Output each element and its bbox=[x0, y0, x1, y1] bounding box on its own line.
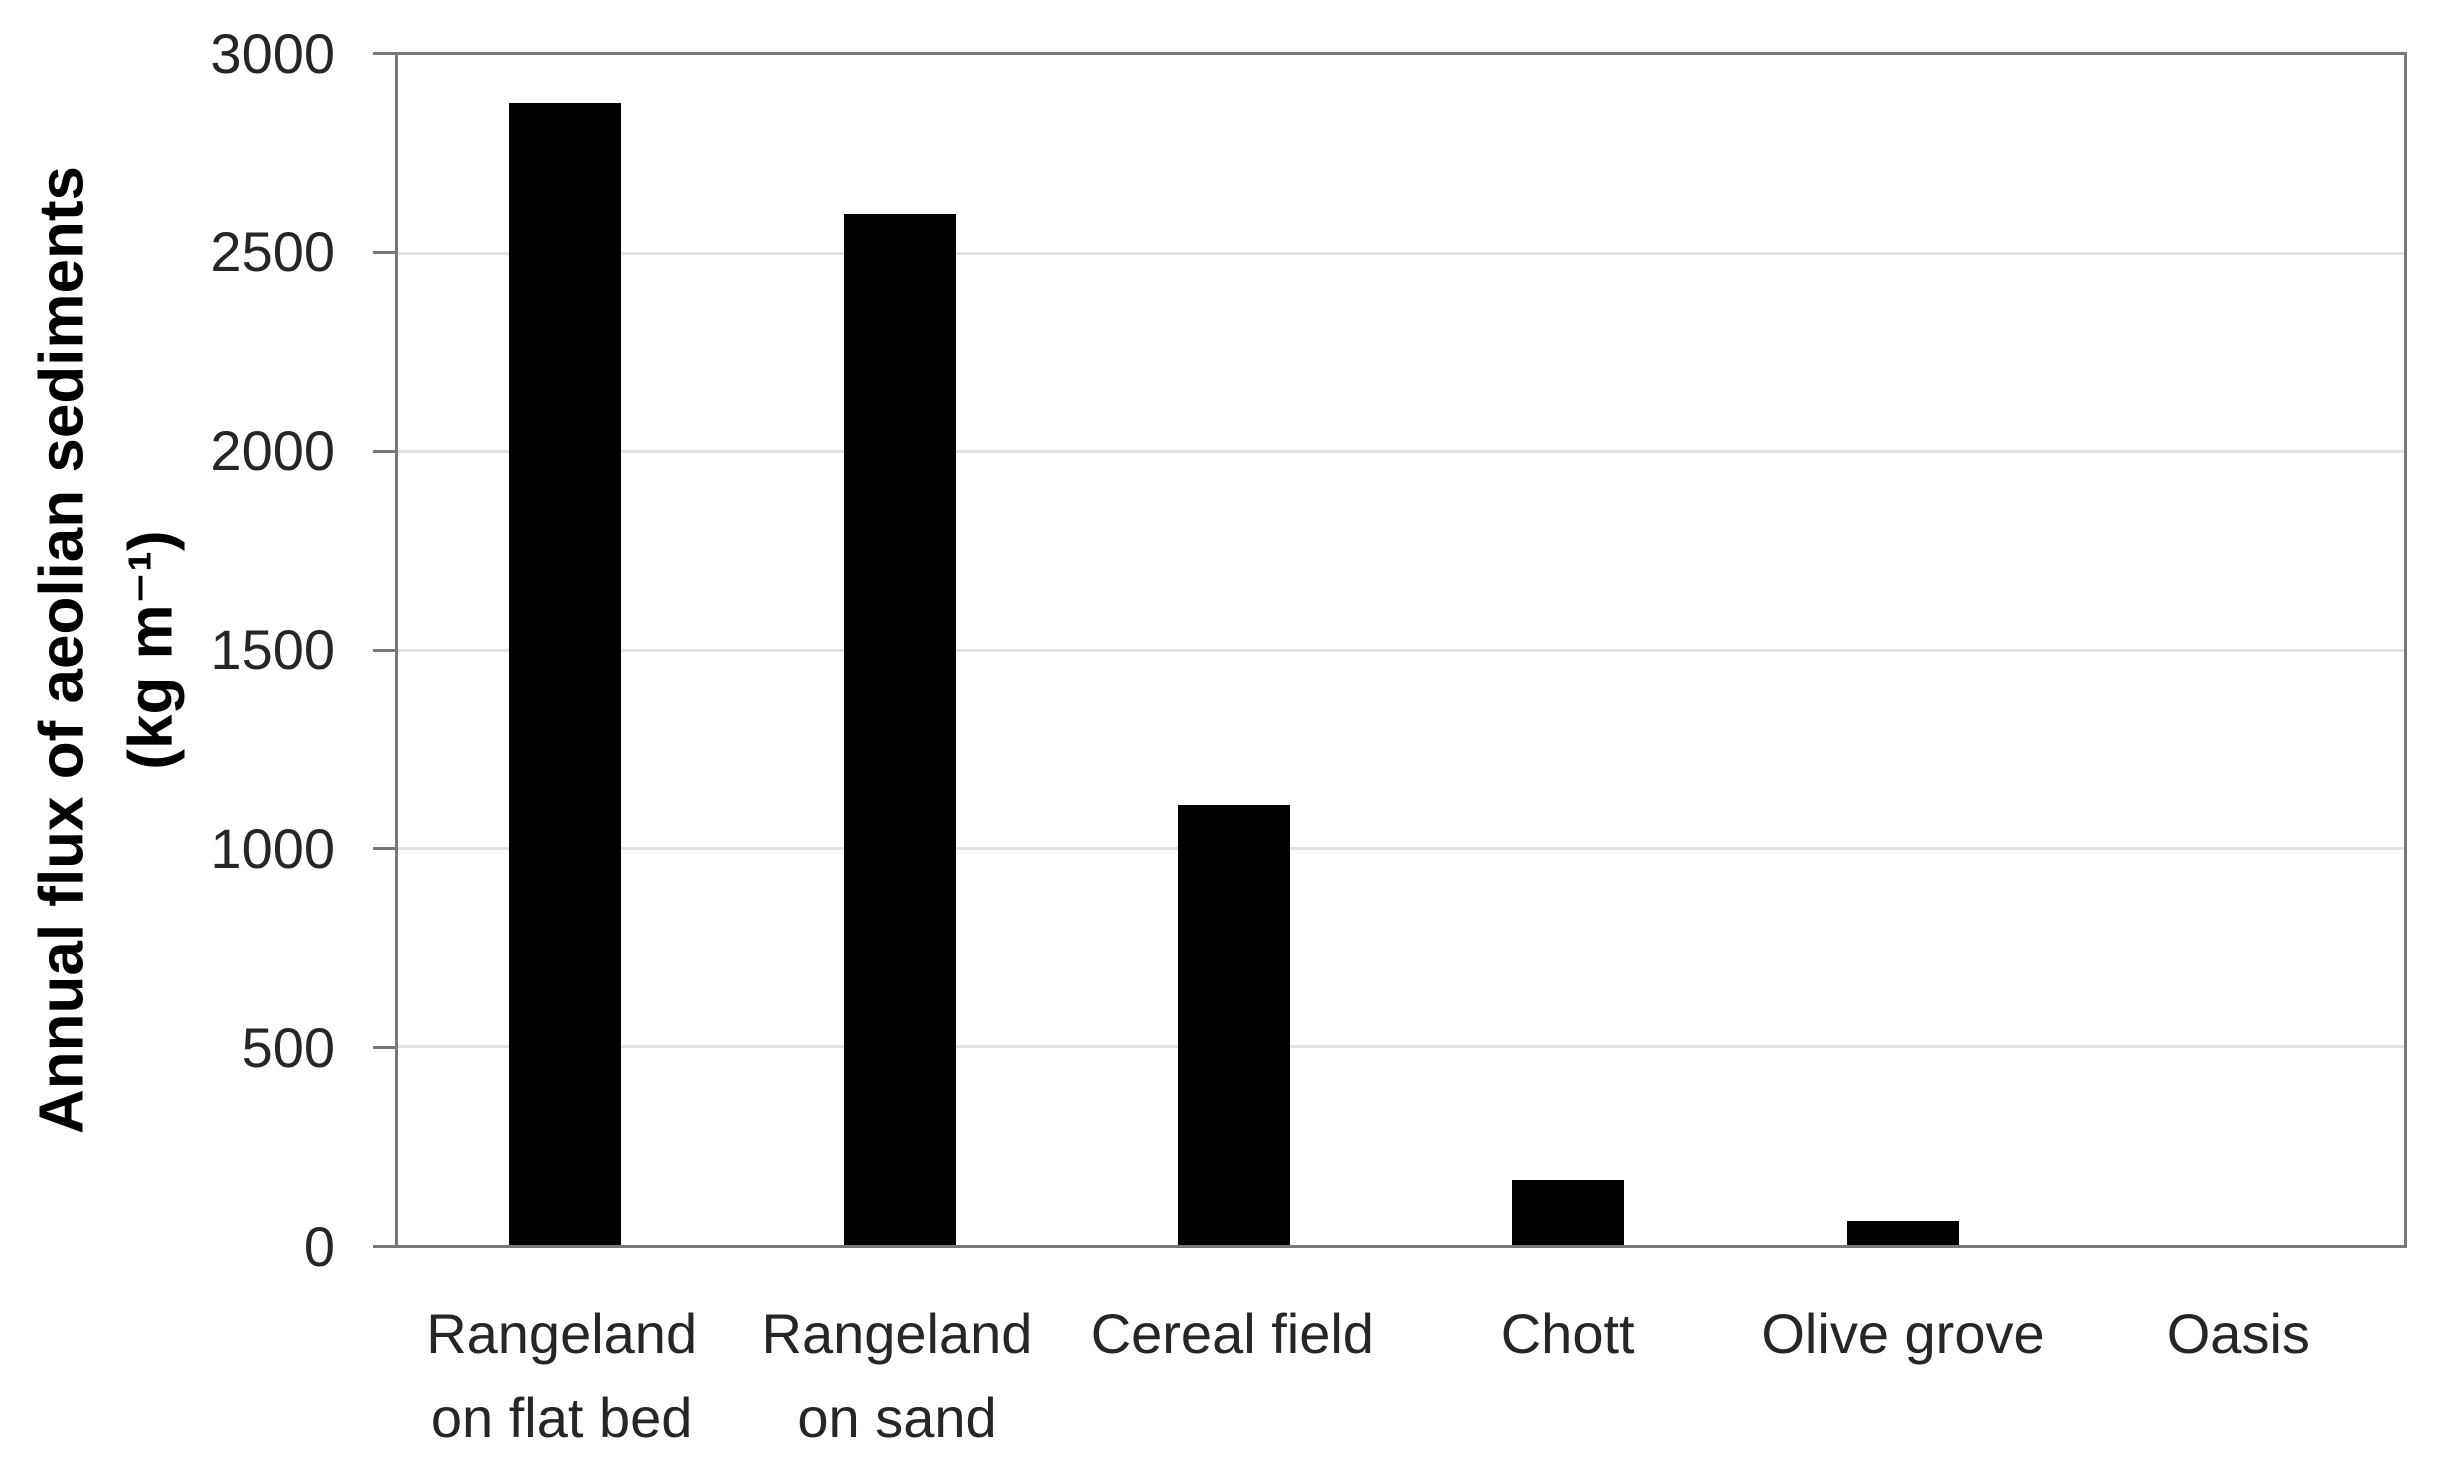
bar-cereal-field bbox=[1177, 805, 1290, 1245]
gridline-1500 bbox=[398, 648, 2404, 652]
gridline-2000 bbox=[398, 450, 2404, 454]
y-tick-mark-1000 bbox=[373, 847, 395, 851]
x-axis-label-oasis: Oasis bbox=[2166, 1302, 2310, 1365]
x-axis-label-rangeland-on-flat-bed: Rangeland on flat bed bbox=[426, 1302, 698, 1449]
y-tick-mark-1500 bbox=[373, 648, 395, 652]
gridline-2500 bbox=[398, 251, 2404, 255]
y-tick-label-2000: 2000 bbox=[210, 419, 335, 483]
bar-rangeland-on-sand bbox=[843, 214, 956, 1245]
y-tick-label-0: 0 bbox=[303, 1214, 335, 1278]
bar-rangeland-on-flat-bed bbox=[509, 103, 622, 1245]
bar-olive-grove bbox=[1846, 1221, 1959, 1245]
x-axis-label-cereal-field: Cereal field bbox=[1090, 1302, 1374, 1365]
x-axis-label-chott: Chott bbox=[1500, 1302, 1635, 1365]
gridline-1000 bbox=[398, 846, 2404, 850]
y-tick-label-3000: 3000 bbox=[210, 21, 335, 85]
plot-area bbox=[395, 52, 2407, 1248]
y-tick-mark-500 bbox=[373, 1046, 395, 1050]
y-tick-label-2500: 2500 bbox=[210, 220, 335, 284]
y-tick-mark-2500 bbox=[373, 250, 395, 254]
y-tick-mark-0 bbox=[373, 1245, 395, 1248]
x-axis-label-olive-grove: Olive grove bbox=[1761, 1302, 2045, 1365]
y-tick-label-1500: 1500 bbox=[210, 618, 335, 681]
bar-chott bbox=[1512, 1180, 1625, 1245]
y-tick-mark-2000 bbox=[373, 449, 395, 453]
y-tick-label-1000: 1000 bbox=[210, 816, 335, 880]
y-tick-mark-3000 bbox=[373, 52, 395, 55]
x-axis-label-rangeland-on-sand: Rangeland on sand bbox=[761, 1302, 1033, 1449]
y-tick-label-500: 500 bbox=[241, 1015, 335, 1079]
gridline-500 bbox=[398, 1045, 2404, 1049]
